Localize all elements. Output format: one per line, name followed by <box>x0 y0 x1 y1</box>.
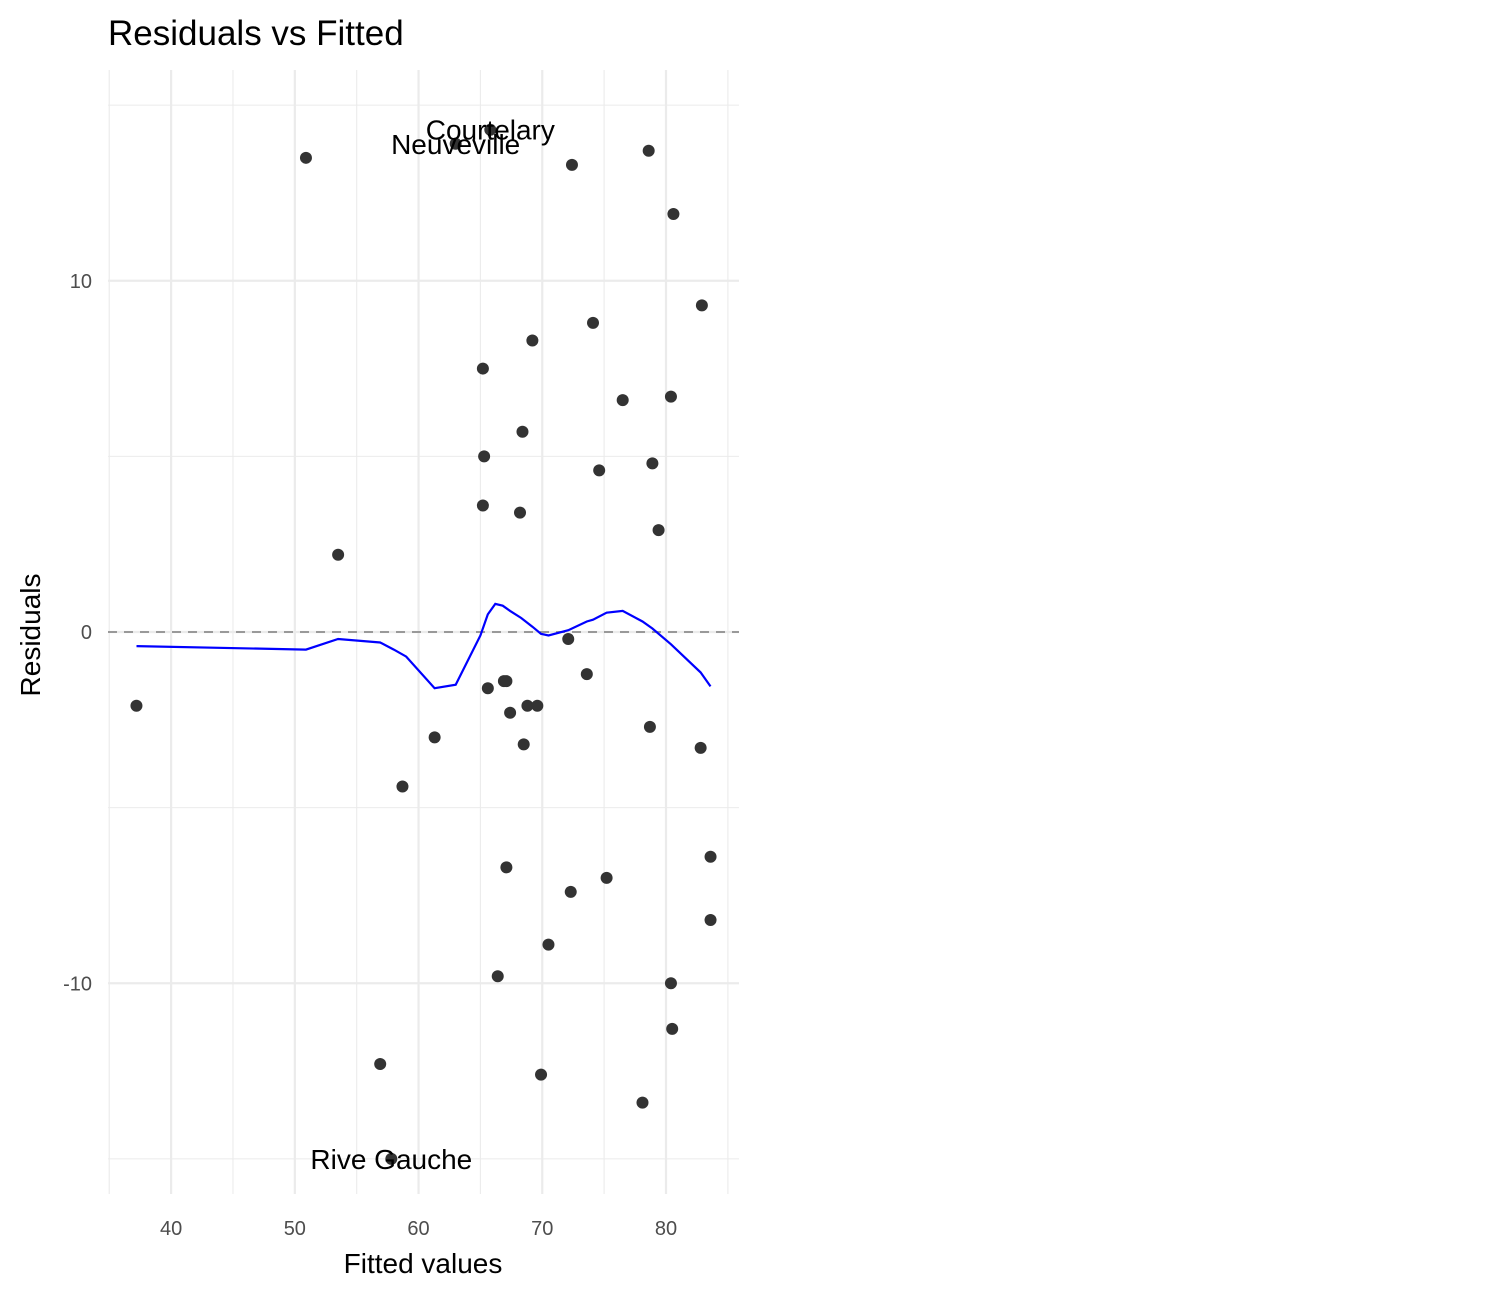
x-tick-label: 80 <box>655 1218 677 1240</box>
scatter-point <box>652 524 665 537</box>
scatter-point <box>332 548 345 561</box>
scatter-point <box>299 151 312 164</box>
scatter-point <box>564 885 577 898</box>
scatter-point <box>476 362 489 375</box>
chart-title: Residuals vs Fitted <box>108 14 404 53</box>
x-tick-label: 40 <box>160 1218 182 1240</box>
scatter-point <box>526 334 539 347</box>
scatter-point <box>535 1068 548 1081</box>
scatter-point <box>500 861 513 874</box>
loess-smooth-path <box>136 602 712 690</box>
scatter-point <box>704 914 717 927</box>
scatter-point <box>587 316 600 329</box>
scatter-point <box>542 938 555 951</box>
x-tick-label: 60 <box>407 1218 429 1240</box>
scatter-point <box>600 871 613 884</box>
scatter-point <box>476 499 489 512</box>
scatter-point <box>396 780 409 793</box>
scatter-point <box>484 123 497 136</box>
scatter-point <box>646 457 659 470</box>
scatter-point <box>636 1096 649 1109</box>
scatter-point <box>667 208 680 221</box>
scatter-point <box>500 675 513 688</box>
point-label: Rive Gauche <box>310 1144 472 1175</box>
smooth-line <box>136 602 712 690</box>
scatter-point <box>562 633 575 646</box>
scatter-point <box>491 970 504 983</box>
scatter-point <box>704 850 717 863</box>
scatter-point <box>504 706 517 719</box>
scatter-point <box>565 158 578 171</box>
scatter-point <box>666 1022 679 1035</box>
y-tick-label: 10 <box>70 271 92 293</box>
y-tick-label: 0 <box>81 622 92 644</box>
scatter-point <box>694 741 707 754</box>
scatter-point <box>385 1152 398 1165</box>
scatter-point <box>642 144 655 157</box>
y-axis-ticks: -10 0 10 <box>63 271 92 996</box>
point-label: Neuveville <box>391 129 520 160</box>
scatter-point <box>521 699 534 712</box>
scatter-point <box>481 682 494 695</box>
point-label: Courtelary <box>426 115 555 146</box>
scatter-point <box>664 390 677 403</box>
scatter-point <box>531 699 544 712</box>
scatter-point <box>428 731 441 744</box>
x-tick-label: 70 <box>531 1218 553 1240</box>
scatter-point <box>664 977 677 990</box>
scatter-point <box>580 668 593 681</box>
scatter-point <box>695 299 708 312</box>
x-axis-title: Fitted values <box>344 1248 503 1279</box>
scatter-point <box>374 1058 387 1071</box>
scatter-point <box>616 394 629 407</box>
scatter-points <box>130 123 717 1165</box>
x-tick-label: 50 <box>284 1218 306 1240</box>
y-tick-label: -10 <box>63 973 92 995</box>
scatter-point <box>593 464 606 477</box>
scatter-point <box>514 506 527 519</box>
scatter-point <box>478 450 491 463</box>
scatter-point <box>516 425 529 438</box>
scatter-point <box>643 720 656 733</box>
scatter-point <box>130 699 143 712</box>
scatter-point <box>517 738 530 751</box>
scatter-point <box>449 137 462 150</box>
x-axis-ticks: 40 50 60 70 80 <box>160 1218 677 1240</box>
y-axis-title: Residuals <box>15 574 46 697</box>
